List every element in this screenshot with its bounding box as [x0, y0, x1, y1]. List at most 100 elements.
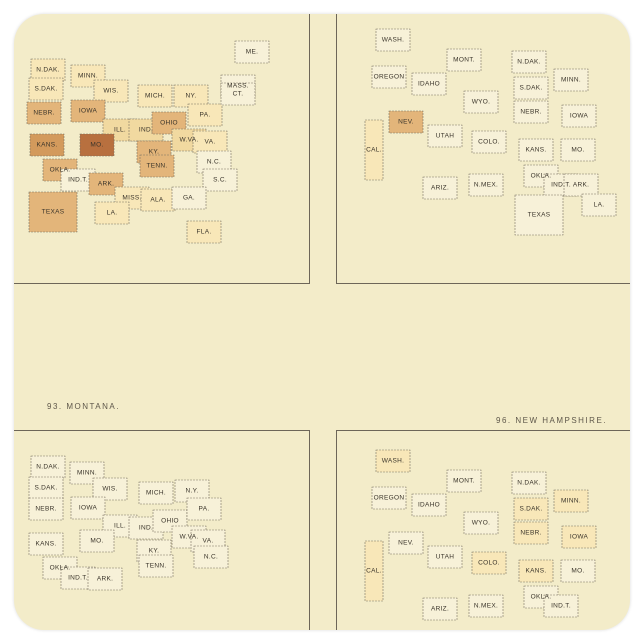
state-shape — [511, 471, 547, 495]
state-shape — [518, 138, 554, 162]
state-shape — [581, 193, 617, 217]
state-label: WASH. — [381, 457, 405, 465]
state-shape — [388, 531, 424, 555]
state-label: TENN. — [146, 162, 168, 170]
state-label: NEBR. — [520, 529, 542, 537]
state-shape — [94, 201, 130, 225]
state-label: N.DAK. — [517, 479, 541, 487]
state-shape — [375, 449, 411, 473]
state-label: NEBR. — [35, 505, 57, 513]
state-shape — [422, 597, 458, 621]
state-shape — [561, 104, 597, 128]
state-label: KY. — [148, 148, 160, 156]
state-label: MO. — [90, 141, 104, 149]
state-shape — [463, 511, 499, 535]
state-shape — [513, 521, 549, 545]
state-shape — [471, 130, 507, 154]
state-label: IND.T. — [68, 574, 88, 582]
state-shape — [553, 68, 589, 92]
state-shape — [511, 50, 547, 74]
state-label: MINN. — [77, 469, 97, 477]
state-label: MICH. — [145, 92, 165, 100]
state-label: MO. — [90, 537, 104, 545]
state-label: LA. — [593, 201, 605, 209]
state-shape — [151, 111, 187, 135]
state-label: GA. — [182, 194, 196, 202]
state-shape — [553, 489, 589, 513]
state-shape — [93, 79, 129, 103]
panel-title-montana: 93. MONTANA. — [47, 402, 120, 411]
state-label: MISS. — [122, 194, 142, 202]
map-shapes — [364, 28, 617, 236]
state-label: S.DAK. — [34, 484, 58, 492]
state-label: VA. — [204, 138, 216, 146]
state-label: N.C. — [206, 158, 222, 166]
state-shape — [371, 486, 407, 510]
state-label: IND. — [138, 524, 154, 532]
state-shape — [29, 133, 65, 157]
map-shapes — [364, 449, 597, 621]
state-shape — [28, 497, 64, 521]
state-label: MO. — [571, 146, 585, 154]
state-shape — [513, 100, 549, 124]
state-shape — [87, 567, 123, 591]
state-label: KANS. — [525, 146, 547, 154]
state-label: MONT. — [453, 477, 475, 485]
state-shape — [193, 545, 229, 569]
state-shape — [468, 594, 504, 618]
state-shape — [28, 191, 78, 233]
state-shape — [70, 496, 106, 520]
state-label: IOWA — [78, 504, 98, 512]
state-shape — [514, 194, 564, 236]
state-label: W.VA. — [179, 136, 199, 144]
state-label: ALA. — [150, 196, 166, 204]
state-shape — [471, 551, 507, 575]
state-shape — [560, 559, 596, 583]
state-label: N.DAK. — [517, 58, 541, 66]
state-label: NEV. — [398, 539, 414, 547]
state-label: OREGON — [373, 73, 405, 81]
state-shape — [138, 554, 174, 578]
state-label: MO. — [571, 567, 585, 575]
state-shape — [186, 497, 222, 521]
state-shape — [518, 559, 554, 583]
state-shape — [138, 481, 174, 505]
state-label: MINN. — [78, 72, 98, 80]
state-label: TEXAS — [41, 208, 65, 216]
state-shape — [422, 176, 458, 200]
state-label: CT. — [232, 90, 244, 98]
state-label: TEXAS — [527, 211, 551, 219]
state-shape — [513, 76, 549, 100]
state-label: KANS. — [35, 540, 57, 548]
state-shape — [513, 497, 549, 521]
state-label: IDAHO — [417, 80, 441, 88]
state-shape — [468, 173, 504, 197]
state-shape — [70, 99, 106, 123]
state-label: COLO. — [478, 138, 500, 146]
state-shape — [446, 48, 482, 72]
state-shape — [186, 220, 222, 244]
state-label: WASH. — [381, 36, 405, 44]
state-label: MINN. — [561, 497, 581, 505]
state-label: PA. — [199, 111, 211, 119]
state-label: UTAH — [435, 132, 455, 140]
map-sheet: N.DAK. MINN. S.DAK. WIS. MICH. NY. NEBR. IOWA IL… — [14, 14, 630, 630]
state-label: OKLA. — [49, 166, 71, 174]
state-label: NEBR. — [33, 109, 55, 117]
state-label: IOWA — [569, 533, 589, 541]
state-label: FLA. — [196, 228, 212, 236]
state-label: S.DAK. — [519, 84, 543, 92]
state-shape — [139, 154, 175, 178]
state-label: ILL. — [113, 126, 127, 134]
map-shapes — [26, 40, 270, 244]
state-label: MICH. — [146, 489, 166, 497]
state-shape — [28, 532, 64, 556]
state-label: IND.T. — [68, 176, 88, 184]
state-shape — [563, 173, 599, 197]
state-label: WYO. — [471, 519, 491, 527]
state-label: S.DAK. — [519, 505, 543, 513]
state-label: KANS. — [36, 141, 58, 149]
state-shape — [79, 529, 115, 553]
state-label: ARK. — [96, 575, 114, 583]
state-label: N.Y. — [185, 487, 199, 495]
